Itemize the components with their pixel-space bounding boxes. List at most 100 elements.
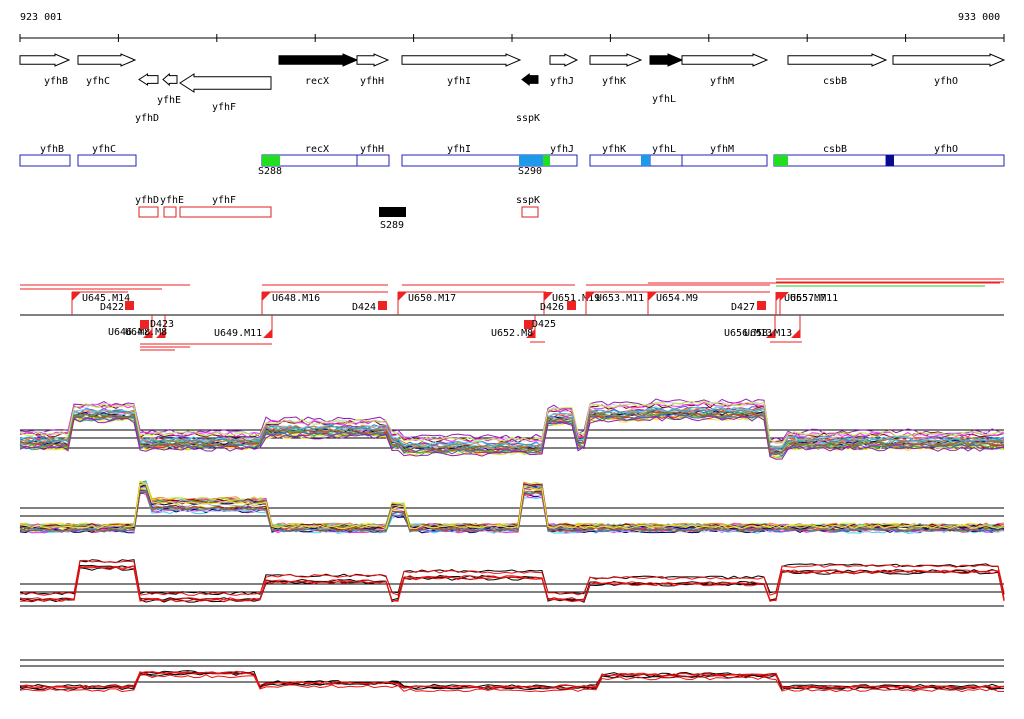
gene-label-yfhO: yfhO xyxy=(934,76,958,87)
transcript-plus-label-yfhK: yfhK xyxy=(602,144,626,155)
upshift-minus-label-U656.M13: U656.M13 xyxy=(724,328,772,339)
transcript-plus-label-yfhH: yfhH xyxy=(360,144,384,155)
gene-label-csbB: csbB xyxy=(823,76,847,87)
upshift-flag-U650.M17 xyxy=(397,292,407,315)
transcript-plus-yfhI xyxy=(401,154,521,167)
profile-curve xyxy=(19,413,1005,457)
downshift-marker-D424 xyxy=(378,301,387,310)
downshift-minus-marker-D425 xyxy=(524,320,533,329)
upshift-minus-label-U647.M8: U647.M8 xyxy=(125,327,167,338)
transcript-plus-yfhO xyxy=(885,154,1005,167)
gene-arrow-yfhH xyxy=(356,53,390,67)
transcript-minus-sspK xyxy=(521,206,539,218)
profile-curve xyxy=(19,565,1005,602)
segment-label-S290: S290 xyxy=(518,166,542,177)
transcript-plus-label-yfhO: yfhO xyxy=(934,144,958,155)
gene-label-recX: recX xyxy=(305,76,329,87)
transcript-plus-label-yfhM: yfhM xyxy=(710,144,734,155)
gene-label-sspK: sspK xyxy=(516,113,540,124)
gene-label-yfhK: yfhK xyxy=(602,76,626,87)
transcript-minus-label-yfhF: yfhF xyxy=(212,195,236,206)
gene-label-yfhF: yfhF xyxy=(212,102,236,113)
gene-arrow-yfhB xyxy=(19,53,71,67)
profile-curve xyxy=(19,559,1005,596)
gene-arrow-csbB xyxy=(787,53,888,67)
upshift-minus-flag-U658.M13 xyxy=(791,315,801,338)
segment-S289 xyxy=(379,207,406,217)
upshift-minus-flag-U652.M8 xyxy=(526,315,536,338)
transcript-minus-yfhF xyxy=(179,206,272,218)
gene-label-yfhE: yfhE xyxy=(157,95,181,106)
shift-track: U645.M14 U648.M16 U650.M17 U651.M19U653.M11… xyxy=(20,278,1004,351)
upshift-minus-flag-U646.M8 xyxy=(143,315,153,338)
transcript-minus-label-yfhD: yfhD xyxy=(135,195,159,206)
upshift-label-U653.M11: U653.M11 xyxy=(596,293,644,304)
upshift-label-U654.M9: U654.M9 xyxy=(656,293,698,304)
gene-arrow-sspK xyxy=(521,72,539,87)
profile-curve xyxy=(19,400,1005,444)
gene-label-yfhL: yfhL xyxy=(652,94,676,105)
upshift-label-U651.M19: U651.M19 xyxy=(552,293,600,304)
downshift-minus-marker-D423 xyxy=(140,320,149,329)
gene-label-yfhI: yfhI xyxy=(447,76,471,87)
profile-curve xyxy=(19,401,1005,443)
upshift-flag-U645.M14 xyxy=(71,292,81,315)
gene-label-yfhH: yfhH xyxy=(360,76,384,87)
transcript-track-plus: yfhB yfhC recX yfhH yfhI yfhJ yfhK yfhL yfhM csbB… xyxy=(19,144,1005,231)
gene-arrow-yfhF xyxy=(179,73,272,93)
transcript-minus-yfhE xyxy=(163,206,177,218)
profile-curve xyxy=(19,670,1005,688)
profile-curve xyxy=(19,564,1005,601)
upshift-flag-U651.M19 xyxy=(543,292,553,315)
downshift-label-D427: D427 xyxy=(731,302,755,313)
downshift-marker-D427 xyxy=(757,301,766,310)
downshift-minus-label-D423: D423 xyxy=(150,319,174,330)
transcript-region-marker xyxy=(641,155,650,166)
upshift-flag-U653.M11 xyxy=(585,292,595,315)
downshift-label-D422: D422 xyxy=(100,302,124,313)
profile-curve xyxy=(19,490,1005,533)
downshift-label-D426: D426 xyxy=(540,302,564,313)
gene-label-yfhJ: yfhJ xyxy=(550,76,574,87)
downshift-label-D424: D424 xyxy=(352,302,376,313)
transcript-minus-label-sspK: sspK xyxy=(516,195,540,206)
upshift-label-U645.M14: U645.M14 xyxy=(82,293,130,304)
gene-arrow-yfhO xyxy=(892,53,1006,67)
transcript-plus-csbB xyxy=(773,154,887,167)
gene-arrow-yfhM xyxy=(681,53,769,67)
profile-curve xyxy=(19,482,1005,529)
transcript-plus-yfhM xyxy=(681,154,768,167)
gene-arrow-yfhI xyxy=(401,53,522,67)
upshift-minus-flag-U649.M11 xyxy=(263,315,273,338)
upshift-flag-U657.M11 xyxy=(779,292,789,315)
profile-curve xyxy=(19,410,1005,454)
gene-label-yfhB: yfhB xyxy=(44,76,68,87)
transcript-plus-label-yfhL: yfhL xyxy=(652,144,676,155)
upshift-minus-label-U649.M11: U649.M11 xyxy=(214,328,262,339)
ruler-end-coordinate: 933 000 xyxy=(958,12,1001,23)
profile-curve xyxy=(19,482,1005,528)
upshift-minus-label-U658.M13: U658.M13 xyxy=(744,328,792,339)
segment-label-S288: S288 xyxy=(258,166,282,177)
transcript-plus-label-csbB: csbB xyxy=(823,144,847,155)
transcript-plus-yfhC xyxy=(77,154,137,167)
profile-curve xyxy=(19,482,1005,529)
downshift-marker-D426 xyxy=(567,301,576,310)
transcript-plus-label-recX: recX xyxy=(305,144,329,155)
gene-arrow-yfhC xyxy=(77,53,137,67)
profile-curve xyxy=(19,483,1005,530)
upshift-label-U655.M7: U655.M7 xyxy=(784,293,826,304)
transcript-region-marker xyxy=(774,155,788,166)
segment-S288 xyxy=(262,155,280,166)
transcript-region-marker xyxy=(886,155,894,166)
gene-arrow-recX xyxy=(278,53,359,67)
upshift-minus-label-U652.M8: U652.M8 xyxy=(491,328,533,339)
downshift-marker-D422 xyxy=(125,301,134,310)
segment-S290 xyxy=(519,155,543,166)
profile-curve xyxy=(19,670,1005,690)
gene-arrow-yfhJ xyxy=(549,53,579,67)
upshift-label-U650.M17: U650.M17 xyxy=(408,293,456,304)
segment-label-S289: S289 xyxy=(380,220,404,231)
